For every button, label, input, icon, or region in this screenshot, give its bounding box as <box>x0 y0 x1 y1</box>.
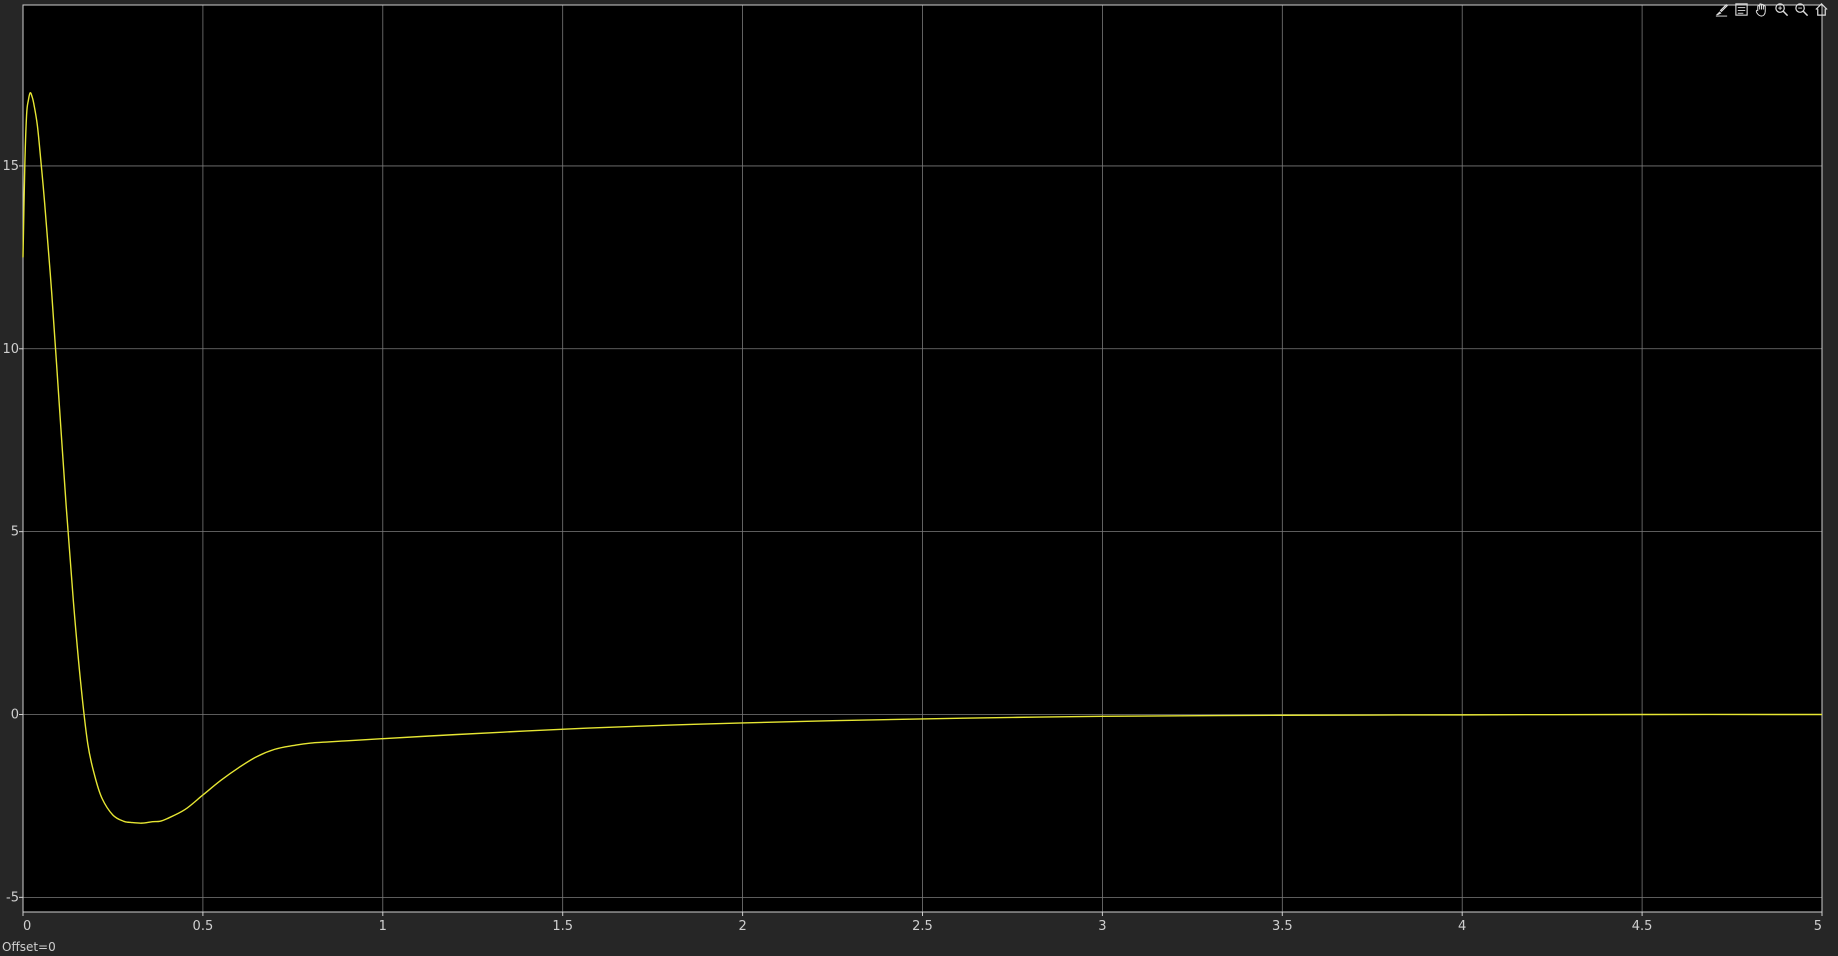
x-tick-label: 2.5 <box>912 919 933 934</box>
plot-frame <box>22 4 1823 913</box>
scope-toolbar <box>1712 0 1830 18</box>
y-tick-label: 5 <box>11 525 19 540</box>
x-tick-label: 4 <box>1458 919 1466 934</box>
x-tick-label: 0.5 <box>193 919 214 934</box>
y-tick-label: 10 <box>2 342 19 357</box>
x-tick-label: 2 <box>738 919 746 934</box>
x-tick-label: 0 <box>23 919 31 934</box>
pan-hand-icon[interactable] <box>1752 0 1770 18</box>
x-tick-label: 5 <box>1814 919 1822 934</box>
y-tick-label: 0 <box>11 708 19 723</box>
y-tick-label: -5 <box>6 890 19 905</box>
x-tick-label: 1.5 <box>552 919 573 934</box>
brush-icon[interactable] <box>1712 0 1730 18</box>
series-line-0 <box>22 91 1823 824</box>
x-tick-label: 3 <box>1098 919 1106 934</box>
offset-readout: Offset=0 <box>2 940 56 954</box>
zoom-out-icon[interactable] <box>1792 0 1810 18</box>
x-tick-label: 1 <box>379 919 387 934</box>
x-tick-label: 4.5 <box>1632 919 1653 934</box>
zoom-in-icon[interactable] <box>1772 0 1790 18</box>
legend-icon[interactable] <box>1732 0 1750 18</box>
home-icon[interactable] <box>1812 0 1830 18</box>
x-tick-label: 3.5 <box>1272 919 1293 934</box>
y-tick-label: 15 <box>2 159 19 174</box>
